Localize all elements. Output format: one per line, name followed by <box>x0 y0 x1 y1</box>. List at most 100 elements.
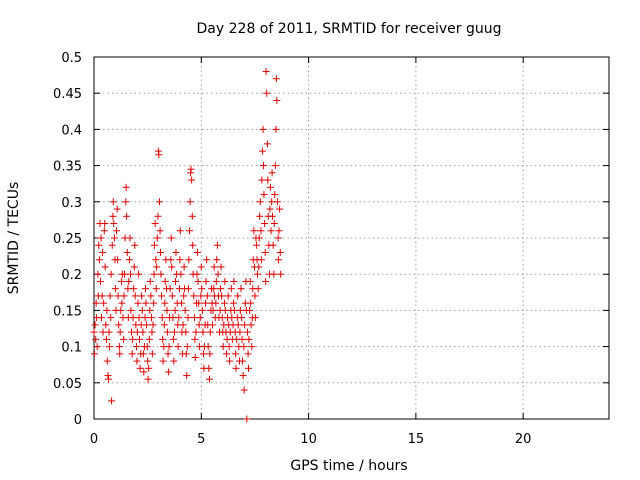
y-tick-label: 0.35 <box>53 160 82 175</box>
data-point <box>101 220 109 228</box>
x-tick-label: 0 <box>90 432 98 447</box>
data-point <box>176 256 184 264</box>
data-point <box>195 321 203 329</box>
data-point <box>145 364 153 372</box>
data-point <box>105 328 113 336</box>
y-tick-label: 0.3 <box>61 196 82 211</box>
data-point <box>161 299 169 307</box>
data-point <box>90 350 98 358</box>
data-point <box>109 212 117 220</box>
data-point <box>186 198 194 206</box>
y-tick-label: 0 <box>74 413 82 428</box>
data-point <box>224 292 232 300</box>
data-point <box>218 292 226 300</box>
data-point <box>100 227 108 235</box>
data-point <box>240 343 248 351</box>
data-point <box>268 169 276 177</box>
data-point <box>157 248 165 256</box>
data-point <box>182 350 190 358</box>
data-point <box>141 314 149 322</box>
data-point <box>151 241 159 249</box>
data-point <box>202 299 210 307</box>
data-point <box>115 321 123 329</box>
data-point <box>254 270 262 278</box>
data-point <box>243 328 251 336</box>
data-point <box>170 357 178 365</box>
data-point <box>155 198 163 206</box>
data-point <box>181 306 189 314</box>
data-point <box>254 285 262 293</box>
data-point <box>170 328 178 336</box>
data-point <box>167 256 175 264</box>
data-point <box>275 256 283 264</box>
data-point <box>164 350 172 358</box>
data-point <box>276 205 284 213</box>
data-point <box>127 306 135 314</box>
data-point <box>163 328 171 336</box>
data-point <box>95 256 103 264</box>
data-point <box>142 285 149 293</box>
data-point <box>102 335 110 343</box>
data-point <box>101 263 109 271</box>
data-point <box>91 321 99 329</box>
data-point <box>238 335 246 343</box>
data-point <box>263 140 271 148</box>
data-point <box>149 321 157 329</box>
data-point <box>203 292 211 300</box>
data-point <box>150 299 158 307</box>
data-point <box>185 227 193 235</box>
data-point <box>262 67 270 75</box>
y-tick-label: 0.1 <box>61 341 82 356</box>
data-point <box>206 350 214 358</box>
data-point <box>266 183 274 191</box>
data-point <box>197 292 205 300</box>
data-point <box>165 343 173 351</box>
data-point <box>271 162 279 170</box>
data-point <box>148 328 156 336</box>
data-point <box>138 306 146 314</box>
data-point <box>193 270 201 278</box>
data-point <box>130 285 138 293</box>
data-point <box>258 147 266 155</box>
x-axis-label: GPS time / hours <box>290 458 407 474</box>
data-point <box>150 270 158 278</box>
data-point <box>158 292 166 300</box>
data-point <box>116 350 124 358</box>
data-point <box>187 165 195 173</box>
data-point <box>105 343 113 351</box>
data-point <box>179 321 187 329</box>
data-point <box>257 227 265 235</box>
data-point <box>251 314 259 322</box>
y-tick-label: 0.45 <box>53 87 82 102</box>
data-point <box>166 285 174 293</box>
data-point <box>100 299 108 307</box>
data-point <box>151 220 159 228</box>
data-point <box>223 350 231 358</box>
data-point <box>123 212 131 220</box>
data-point <box>184 314 192 322</box>
data-point <box>120 270 128 278</box>
data-point <box>143 343 151 351</box>
data-point <box>107 314 115 322</box>
data-point <box>257 256 265 264</box>
data-point <box>262 277 270 285</box>
data-point <box>210 263 218 271</box>
data-point <box>132 343 140 351</box>
data-point <box>96 277 104 285</box>
data-point <box>232 350 240 358</box>
tick-layer: 0 0.05 0.1 0.15 0.2 0.25 0.3 0.35 0.4 0.45 0.5 0 5 10… <box>53 51 609 447</box>
data-point <box>134 299 142 307</box>
data-point <box>258 176 266 184</box>
data-point <box>156 227 164 235</box>
data-point <box>236 328 244 336</box>
data-point <box>108 397 116 405</box>
data-point <box>226 357 234 365</box>
y-axis-label: SRMTID / TECUs <box>6 182 22 295</box>
data-point <box>261 248 269 256</box>
data-point <box>92 335 100 343</box>
data-point <box>275 227 283 235</box>
data-point <box>180 292 188 300</box>
data-point <box>219 343 227 351</box>
data-point <box>266 205 274 213</box>
